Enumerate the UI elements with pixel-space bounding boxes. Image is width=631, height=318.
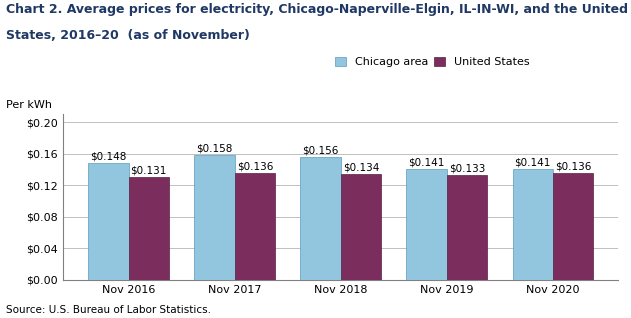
Text: $0.141: $0.141 bbox=[514, 157, 551, 167]
Bar bbox=[341, 174, 381, 280]
Bar bbox=[300, 157, 341, 280]
Bar bbox=[406, 169, 447, 280]
Bar bbox=[194, 156, 235, 280]
Legend: Chicago area, United States: Chicago area, United States bbox=[335, 57, 530, 67]
Text: Per kWh: Per kWh bbox=[6, 100, 52, 110]
Text: $0.148: $0.148 bbox=[90, 152, 127, 162]
Bar bbox=[235, 173, 275, 280]
Text: $0.156: $0.156 bbox=[302, 145, 339, 156]
Text: $0.141: $0.141 bbox=[408, 157, 445, 167]
Bar bbox=[553, 173, 593, 280]
Text: States, 2016–20  (as of November): States, 2016–20 (as of November) bbox=[6, 29, 250, 42]
Bar bbox=[129, 177, 169, 280]
Text: $0.134: $0.134 bbox=[343, 163, 379, 173]
Text: $0.158: $0.158 bbox=[196, 144, 233, 154]
Bar bbox=[88, 163, 129, 280]
Text: $0.136: $0.136 bbox=[555, 161, 591, 171]
Text: Source: U.S. Bureau of Labor Statistics.: Source: U.S. Bureau of Labor Statistics. bbox=[6, 305, 211, 315]
Text: Chart 2. Average prices for electricity, Chicago-Naperville-Elgin, IL-IN-WI, and: Chart 2. Average prices for electricity,… bbox=[6, 3, 628, 16]
Text: $0.131: $0.131 bbox=[131, 165, 167, 175]
Bar bbox=[447, 175, 487, 280]
Text: $0.136: $0.136 bbox=[237, 161, 273, 171]
Bar bbox=[512, 169, 553, 280]
Text: $0.133: $0.133 bbox=[449, 163, 485, 174]
